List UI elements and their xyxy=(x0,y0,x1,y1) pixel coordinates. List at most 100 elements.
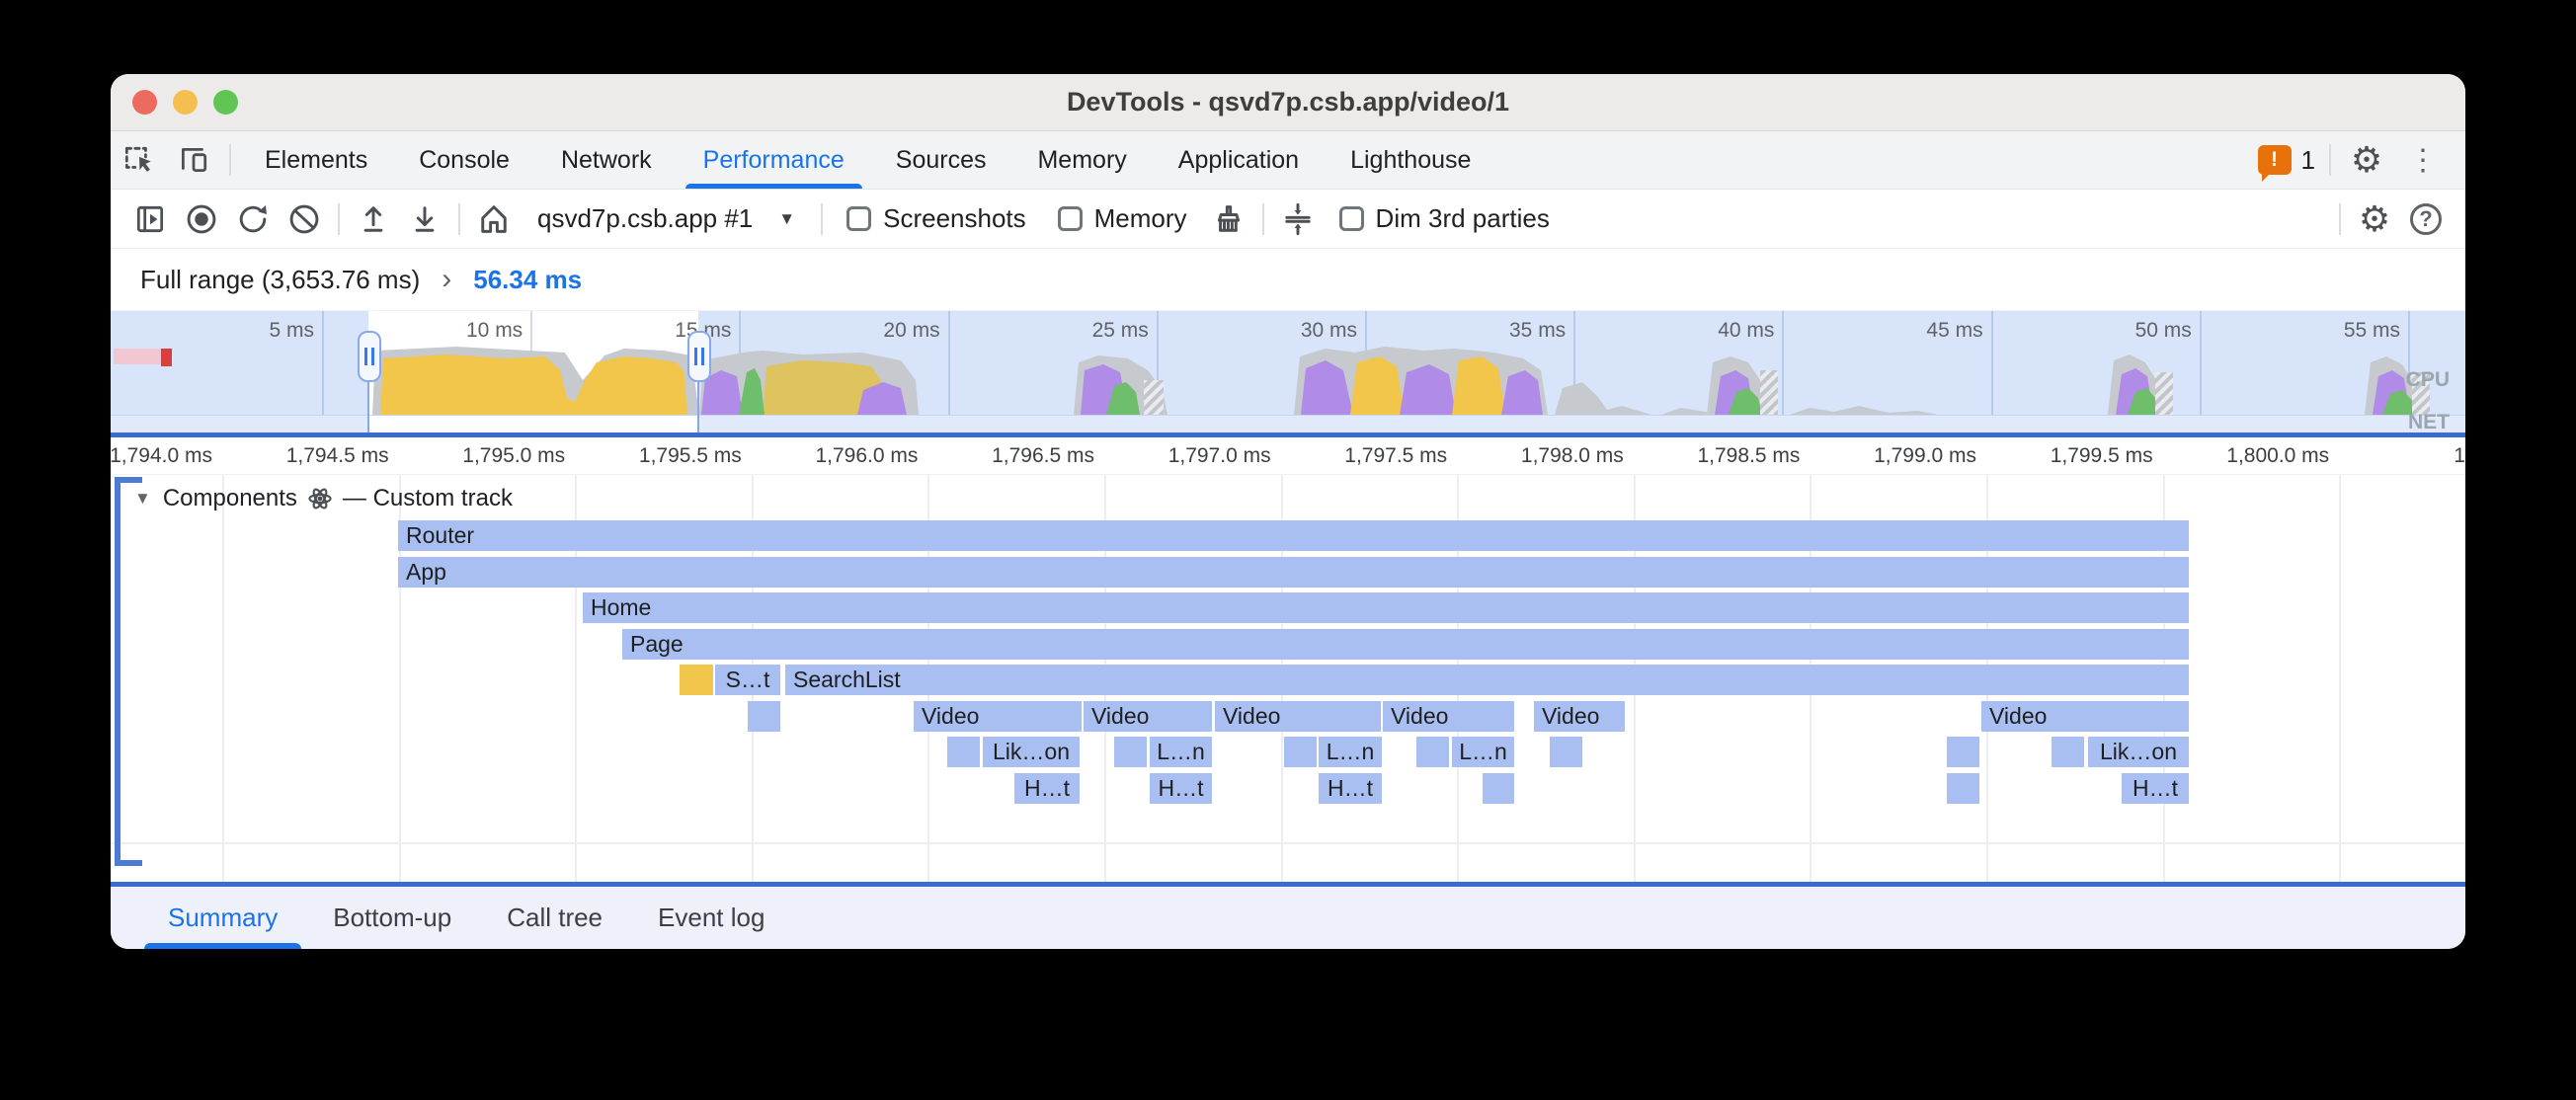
title-bar: DevTools - qsvd7p.csb.app/video/1 xyxy=(111,74,2465,131)
flame-bar[interactable] xyxy=(1550,737,1582,767)
screenshots-checkbox[interactable]: Screenshots xyxy=(831,203,1042,234)
flame-bar-home[interactable]: Home xyxy=(583,592,2189,623)
flame-bar[interactable] xyxy=(680,665,713,695)
flame-bar[interactable] xyxy=(748,700,780,732)
minimize-window-button[interactable] xyxy=(173,90,198,115)
inspect-element-button[interactable] xyxy=(111,136,166,184)
overview-gridline xyxy=(322,311,324,415)
flame-gridline xyxy=(222,475,224,882)
network-lane-selection xyxy=(368,416,698,432)
flame-bar-ht[interactable]: H…t xyxy=(1014,772,1080,804)
details-tab-bottom-up[interactable]: Bottom-up xyxy=(333,903,452,932)
more-options-kebab-icon[interactable]: ⋮ xyxy=(2408,143,2438,177)
flame-chart[interactable]: ▼ Components — Custom track Router App Hom… xyxy=(111,475,2465,882)
flame-bar[interactable] xyxy=(1416,737,1449,767)
flame-gridline xyxy=(398,475,401,882)
flame-bar-ht[interactable]: H…t xyxy=(1150,772,1212,804)
track-header[interactable]: ▼ Components — Custom track xyxy=(134,485,513,512)
flame-bar-ln[interactable]: L…n xyxy=(1452,737,1514,767)
screenshots-label: Screenshots xyxy=(883,203,1026,233)
ruler-tick-label: 1,795.0 ms xyxy=(462,444,566,467)
overview-flame-divider xyxy=(111,432,2465,437)
flame-bar-ln[interactable]: L…n xyxy=(1319,737,1382,767)
flame-bar[interactable] xyxy=(2052,737,2084,767)
capture-settings-gear-icon[interactable]: ⚙ xyxy=(2358,197,2391,239)
flame-bar-router[interactable]: Router xyxy=(398,520,2189,551)
tab-network[interactable]: Network xyxy=(560,145,652,174)
flame-bar-ht[interactable]: H…t xyxy=(1319,772,1382,804)
ruler-tick-label: 1,794.5 ms xyxy=(285,444,389,467)
download-profile-icon[interactable] xyxy=(399,194,450,245)
tab-application[interactable]: Application xyxy=(1177,145,1300,174)
details-tab-summary[interactable]: Summary xyxy=(140,887,305,949)
flame-bar-video[interactable]: Video xyxy=(1084,700,1212,732)
divider xyxy=(2339,202,2341,235)
flame-bar[interactable] xyxy=(1947,772,1979,804)
selected-range-crumb[interactable]: 56.34 ms xyxy=(473,264,583,294)
memory-checkbox[interactable]: Memory xyxy=(1042,203,1203,234)
fit-window-icon[interactable] xyxy=(1272,194,1324,245)
ruler-tick-label: 1,796.0 ms xyxy=(815,444,919,467)
flame-bar-likon[interactable]: Lik…on xyxy=(983,737,1080,767)
long-task-marker xyxy=(161,349,172,366)
issues-icon[interactable]: ! xyxy=(2257,145,2292,182)
track-selection-bracket xyxy=(115,477,142,866)
device-toolbar-button[interactable] xyxy=(166,136,221,184)
flame-bar-video[interactable]: Video xyxy=(1534,700,1625,732)
right-window-drag-handle[interactable] xyxy=(687,331,711,382)
tab-memory[interactable]: Memory xyxy=(1037,145,1127,174)
checkbox-box xyxy=(846,206,872,231)
flame-bar[interactable] xyxy=(1114,737,1147,767)
left-window-drag-handle[interactable] xyxy=(358,331,381,382)
flame-bar[interactable] xyxy=(947,737,980,767)
close-window-button[interactable] xyxy=(132,90,157,115)
checkbox-box xyxy=(1057,206,1083,231)
record-button[interactable] xyxy=(176,194,227,245)
flame-bar-video[interactable]: Video xyxy=(914,700,1082,732)
flame-bar-video[interactable]: Video xyxy=(1215,700,1381,732)
toggle-sidebar-icon[interactable] xyxy=(124,194,176,245)
cpu-lane-label: CPU xyxy=(2405,368,2450,391)
tab-console[interactable]: Console xyxy=(419,145,510,174)
flame-bar[interactable] xyxy=(1284,737,1317,767)
tab-performance[interactable]: Performance xyxy=(678,131,870,189)
flame-bar-ht[interactable]: H…t xyxy=(2122,772,2189,804)
home-icon[interactable] xyxy=(468,194,520,245)
flame-bar-app[interactable]: App xyxy=(398,556,2189,588)
flame-bar-searchlist[interactable]: SearchList xyxy=(785,665,2189,695)
settings-gear-icon[interactable]: ⚙ xyxy=(2350,139,2383,180)
help-icon[interactable]: ? xyxy=(2400,194,2452,245)
record-and-reload-button[interactable] xyxy=(227,194,279,245)
dim-3rd-parties-checkbox[interactable]: Dim 3rd parties xyxy=(1324,203,1566,234)
issues-count[interactable]: 1 xyxy=(2300,144,2315,175)
flame-bar-video[interactable]: Video xyxy=(1383,700,1514,732)
flame-bar[interactable] xyxy=(1947,737,1979,767)
details-tab-call-tree[interactable]: Call tree xyxy=(507,903,604,932)
tab-sources[interactable]: Sources xyxy=(895,145,987,174)
overview-gridline xyxy=(947,311,950,415)
flame-bar[interactable] xyxy=(1483,772,1514,804)
zoom-window-button[interactable] xyxy=(213,90,238,115)
flame-bar-ln[interactable]: L…n xyxy=(1150,737,1212,767)
flame-bar-video[interactable]: Video xyxy=(1981,700,2189,732)
details-tabbar: Summary Bottom-up Call tree Event log xyxy=(111,882,2465,949)
ruler-tick-label: 1,794.0 ms xyxy=(111,444,212,467)
chevron-right-icon: › xyxy=(442,263,452,295)
flame-bar-page[interactable]: Page xyxy=(622,628,2189,660)
clear-recording-icon[interactable] xyxy=(279,194,330,245)
net-lane-label: NET xyxy=(2408,411,2450,432)
tab-elements[interactable]: Elements xyxy=(265,145,368,174)
upload-profile-icon[interactable] xyxy=(348,194,399,245)
flame-bar-st[interactable]: S…t xyxy=(715,665,780,695)
collapse-triangle-icon[interactable]: ▼ xyxy=(134,489,151,508)
toolbar-right: ⚙ ? xyxy=(2331,194,2452,245)
timeline-overview[interactable]: 5 ms 10 ms 15 ms 20 ms 25 ms 30 ms 35 ms 40 ms 4… xyxy=(111,311,2465,432)
flame-bar-likon[interactable]: Lik…on xyxy=(2088,737,2189,767)
target-selector-value: qsvd7p.csb.app #1 xyxy=(537,203,754,233)
devtools-tabbar: Elements Console Network Performance Sources… xyxy=(111,131,2465,190)
full-range-crumb[interactable]: Full range (3,653.76 ms) xyxy=(140,264,421,294)
target-selector[interactable]: qsvd7p.csb.app #1 ▼ xyxy=(520,203,813,234)
tab-lighthouse[interactable]: Lighthouse xyxy=(1350,145,1472,174)
details-tab-event-log[interactable]: Event log xyxy=(658,903,765,932)
collect-garbage-brush-icon[interactable] xyxy=(1203,194,1254,245)
